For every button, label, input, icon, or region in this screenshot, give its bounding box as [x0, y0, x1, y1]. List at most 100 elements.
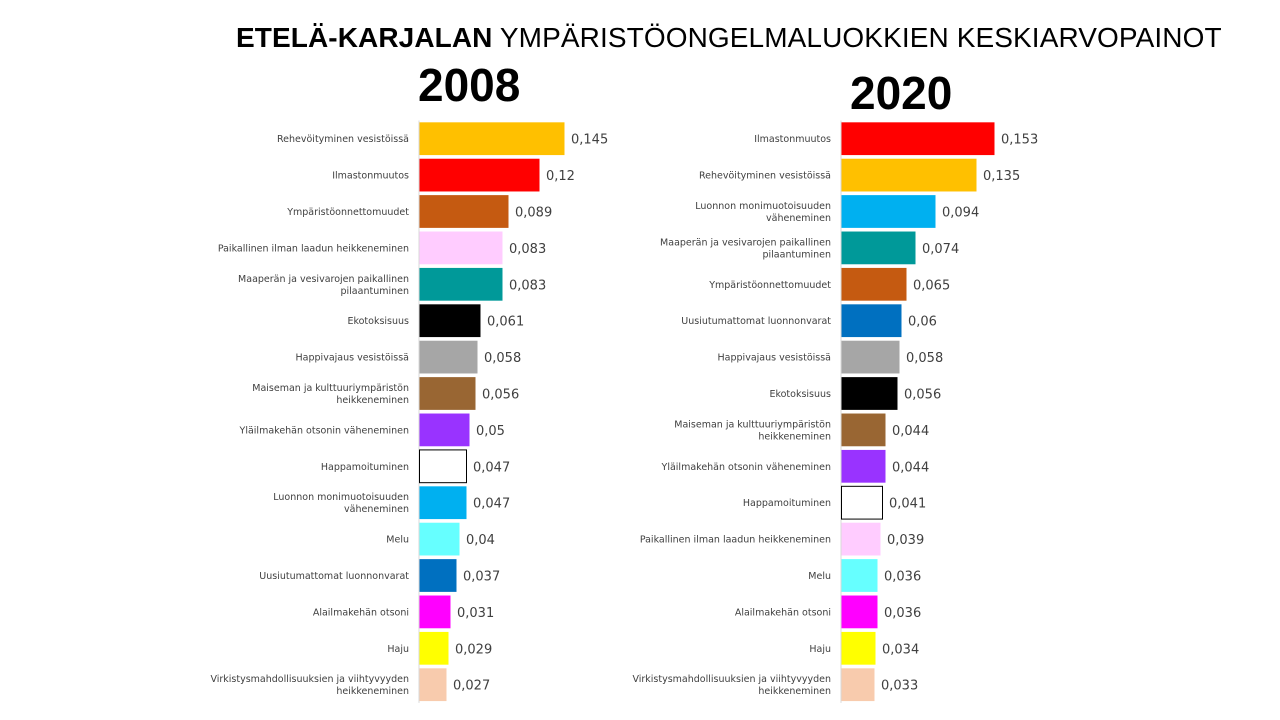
category-tick-label: Happivajaus vesistöissä — [296, 353, 409, 364]
category-tick-label: Alailmakehän otsoni — [313, 607, 409, 618]
category-tick-label-line: Yläilmakehän otsonin väheneminen — [239, 425, 409, 436]
category-tick-label-line: Yläilmakehän otsonin väheneminen — [661, 462, 831, 473]
category-tick-label-line: heikkeneminen — [758, 686, 831, 697]
category-tick-label: Ekotoksisuus — [347, 316, 409, 327]
bar — [419, 158, 540, 192]
bar — [419, 595, 451, 629]
data-label: 0,056 — [482, 388, 519, 403]
data-label: 0,037 — [463, 570, 500, 585]
category-tick-label-line: Haju — [387, 644, 409, 655]
category-tick-label-line: Happamoituminen — [321, 462, 409, 473]
bar — [419, 267, 503, 301]
category-tick-label-line: Ympäristöonnettomuudet — [286, 207, 409, 218]
category-tick-label-line: Ekotoksisuus — [347, 316, 409, 327]
data-label: 0,044 — [892, 460, 929, 475]
data-label: 0,034 — [882, 642, 919, 657]
category-tick-label: Virkistysmahdollisuuksien ja viihtyvyyde… — [210, 674, 409, 697]
bar — [841, 595, 878, 629]
data-label: 0,058 — [484, 351, 521, 366]
data-label: 0,05 — [476, 424, 505, 439]
category-tick-label: Ilmastonmuutos — [332, 171, 409, 182]
bar — [419, 559, 457, 592]
category-tick-label-line: väheneminen — [766, 213, 831, 224]
category-tick-label-line: Haju — [809, 644, 831, 655]
category-tick-label-line: Melu — [808, 571, 831, 582]
category-tick-label: Uusiutumattomat luonnonvarat — [259, 571, 409, 582]
bar — [841, 304, 902, 338]
category-tick-label-line: Maaperän ja vesivarojen paikallinen — [238, 274, 409, 285]
bar — [841, 158, 977, 192]
category-tick-label-line: Rehevöityminen vesistöissä — [699, 171, 831, 182]
category-tick-label-line: Happivajaus vesistöissä — [296, 353, 409, 364]
page-title-rest: YMPÄRISTÖONGELMALUOKKIEN KESKIARVOPAINOT — [492, 22, 1222, 53]
data-label: 0,036 — [884, 606, 921, 621]
category-tick-label: Luonnon monimuotoisuuden väheneminen — [695, 201, 831, 224]
category-tick-label: Virkistysmahdollisuuksien ja viihtyvyyde… — [632, 674, 831, 697]
category-tick-label-line: heikkeneminen — [336, 686, 409, 697]
data-label: 0,044 — [892, 424, 929, 439]
category-tick-label-line: Alailmakehän otsoni — [735, 607, 831, 618]
bar — [419, 304, 481, 338]
category-tick-label-line: Maiseman ja kulttuuriympäristön — [674, 419, 831, 430]
bar — [841, 522, 881, 556]
page-title-bold: ETELÄ-KARJALAN — [236, 22, 493, 53]
bar — [841, 631, 876, 665]
data-label: 0,065 — [913, 278, 950, 293]
category-tick-label-line: heikkeneminen — [336, 395, 409, 406]
bar — [419, 231, 503, 265]
category-tick-label: Melu — [386, 535, 409, 546]
category-tick-label-line: Ilmastonmuutos — [332, 171, 409, 182]
category-tick-label: Ilmastonmuutos — [754, 134, 831, 145]
bar — [841, 267, 907, 301]
category-tick-label-line: Luonnon monimuotoisuuden — [695, 201, 831, 212]
category-tick-label-line: Alailmakehän otsoni — [313, 607, 409, 618]
category-tick-label: Maiseman ja kulttuuriympäristön heikkenem… — [252, 383, 409, 406]
category-tick-label: Haju — [809, 644, 831, 655]
category-tick-label-line: Paikallinen ilman laadun heikkeneminen — [218, 243, 409, 254]
bar — [419, 195, 509, 228]
data-label: 0,029 — [455, 642, 492, 657]
data-label: 0,047 — [473, 497, 510, 512]
data-label: 0,04 — [466, 533, 495, 548]
category-tick-label: Paikallinen ilman laadun heikkeneminen — [640, 535, 831, 546]
data-label: 0,153 — [1001, 133, 1038, 148]
category-tick-label: Happamoituminen — [321, 462, 409, 473]
data-label: 0,089 — [515, 206, 552, 221]
data-label: 0,094 — [942, 206, 979, 221]
category-tick-label-line: Ilmastonmuutos — [754, 134, 831, 145]
category-tick-label: Happamoituminen — [743, 498, 831, 509]
bar — [841, 377, 898, 410]
data-label: 0,06 — [908, 315, 937, 330]
data-label: 0,047 — [473, 460, 510, 475]
category-tick-label-line: Happivajaus vesistöissä — [718, 353, 831, 364]
data-label: 0,12 — [546, 169, 575, 184]
category-tick-label: Ympäristöonnettomuudet — [286, 207, 409, 218]
bar — [419, 522, 460, 556]
category-tick-label: Ekotoksisuus — [769, 389, 831, 400]
bar — [419, 486, 467, 520]
category-tick-label-line: Paikallinen ilman laadun heikkeneminen — [640, 535, 831, 546]
category-tick-label-line: Uusiutumattomat luonnonvarat — [681, 316, 831, 327]
category-tick-label: Rehevöityminen vesistöissä — [277, 134, 409, 145]
category-tick-label: Happivajaus vesistöissä — [718, 353, 831, 364]
category-tick-label-line: Rehevöityminen vesistöissä — [277, 134, 409, 145]
category-tick-label: Melu — [808, 571, 831, 582]
data-label: 0,056 — [904, 388, 941, 403]
category-tick-label: Luonnon monimuotoisuuden väheneminen — [273, 492, 409, 515]
data-label: 0,135 — [983, 169, 1020, 184]
category-tick-label-line: pilaantuminen — [763, 249, 832, 260]
category-tick-label-line: heikkeneminen — [758, 431, 831, 442]
data-label: 0,033 — [881, 679, 918, 694]
bar — [841, 559, 878, 592]
category-tick-label-line: Ekotoksisuus — [769, 389, 831, 400]
bar — [419, 668, 447, 702]
category-tick-label: Uusiutumattomat luonnonvarat — [681, 316, 831, 327]
bar — [841, 485, 883, 520]
data-label: 0,039 — [887, 533, 924, 548]
category-tick-label-line: Ympäristöonnettomuudet — [708, 280, 831, 291]
data-label: 0,061 — [487, 315, 524, 330]
category-tick-label: Haju — [387, 644, 409, 655]
bar — [419, 413, 470, 447]
page-title: ETELÄ-KARJALAN YMPÄRISTÖONGELMALUOKKIEN … — [236, 22, 1222, 54]
bar — [419, 122, 565, 156]
